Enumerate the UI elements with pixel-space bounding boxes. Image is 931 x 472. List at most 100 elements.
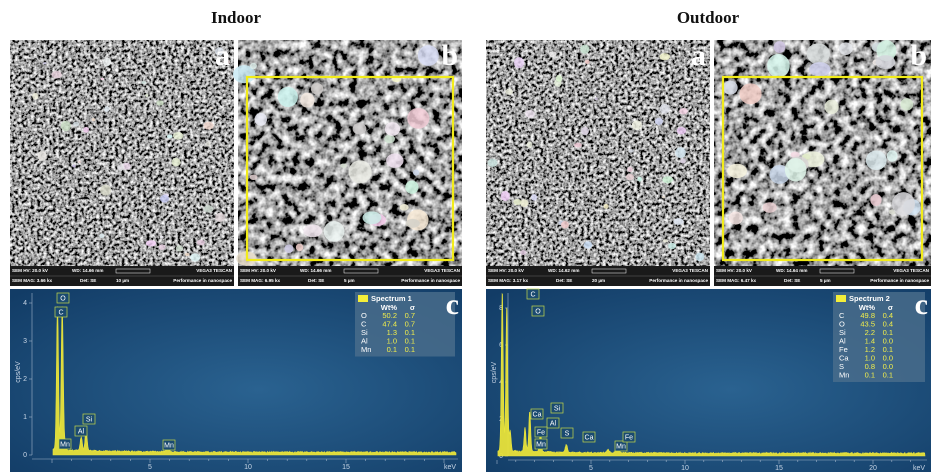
y-tick-label: 0 [23, 452, 27, 459]
particle [160, 195, 169, 203]
info-text: SEM MAG: 3.17 kx [488, 278, 529, 283]
peak-label: Al [550, 420, 557, 427]
particle [767, 54, 790, 78]
particle [585, 60, 590, 64]
info-text: 10 µm [116, 278, 129, 283]
particle [488, 159, 498, 167]
particle [278, 87, 298, 107]
particle [839, 42, 853, 55]
info-text: SEM MAG: 6.95 kx [240, 278, 281, 283]
panel-title: Outdoor [677, 8, 740, 27]
particle [659, 53, 670, 60]
particle [514, 57, 524, 68]
panel-letter: b [910, 39, 927, 72]
particle [206, 141, 211, 146]
particle [78, 161, 81, 163]
info-text: Performance in nanospace [649, 278, 708, 283]
particle [296, 243, 303, 251]
particle [680, 158, 686, 163]
particle [405, 180, 418, 193]
info-text: SEM MAG: 6.47 kx [716, 278, 757, 283]
particle [173, 132, 184, 140]
particle [160, 236, 164, 239]
table-cell: 0.1 [883, 370, 893, 379]
info-text: SEM MAG: 3.66 kx [12, 278, 53, 283]
particle [51, 71, 62, 78]
peak-label: Al [78, 428, 85, 435]
particle [513, 199, 521, 205]
particle [413, 170, 419, 176]
particle [172, 158, 181, 166]
y-tick-label: 4 [23, 300, 27, 307]
peak-label: Si [86, 416, 93, 423]
y-tick-label: 1 [23, 414, 27, 421]
particle [203, 205, 213, 212]
peak-label: Si [554, 405, 561, 412]
particle [185, 253, 190, 256]
particle [632, 120, 642, 130]
panel-letter: a [215, 39, 230, 72]
info-text: Performance in nanospace [401, 278, 460, 283]
particle [527, 142, 533, 148]
info-text: SEM HV: 20.0 kV [240, 268, 277, 273]
particle [556, 75, 563, 82]
particle [100, 78, 104, 80]
peak-label: Mn [164, 442, 174, 449]
particle [520, 250, 526, 255]
legend-swatch [836, 295, 846, 302]
particle [580, 45, 589, 54]
info-text: WD: 14.62 mm [548, 268, 579, 273]
particle [159, 244, 166, 250]
info-text: Det: SE [80, 278, 96, 283]
peak-label: O [535, 308, 541, 315]
particle [349, 160, 372, 183]
particle [525, 110, 534, 118]
table-cell: Mn [839, 370, 849, 379]
particle [255, 113, 267, 126]
x-tick-label: 20 [869, 465, 877, 472]
particle [662, 196, 665, 198]
particle [809, 62, 830, 76]
table-cell: Mn [361, 345, 371, 354]
sem-image: bSEM HV: 20.0 kVWD: 14.64 mmVEGA3 TESCAN… [714, 39, 931, 286]
particle [892, 192, 915, 216]
particle [385, 122, 400, 136]
particle [100, 185, 111, 196]
particle [418, 45, 439, 66]
particle [674, 218, 684, 225]
particle [117, 164, 124, 171]
table-cell: 0.1 [387, 345, 397, 354]
x-tick-label: 5 [148, 464, 152, 471]
particle [807, 43, 830, 64]
particle [386, 154, 403, 168]
particle [763, 202, 777, 212]
particle [103, 58, 111, 66]
particle [141, 81, 146, 84]
peak-label: Ca [533, 411, 542, 418]
y-axis-label: cps/eV [15, 361, 22, 383]
info-text: WD: 14.66 mm [72, 268, 103, 273]
panel-title: Indoor [211, 8, 262, 27]
info-text: VEGA3 TESCAN [893, 268, 929, 273]
particle [197, 240, 205, 246]
particle [629, 149, 634, 153]
particle [695, 252, 704, 261]
x-axis-label: keV [444, 464, 456, 471]
info-text: Performance in nanospace [173, 278, 232, 283]
info-text: VEGA3 TESCAN [424, 268, 460, 273]
particle [250, 63, 257, 69]
y-tick-label: 3 [23, 338, 27, 345]
eds-spectrum: 02468cps/eV5101520keVCOSiCaAlFeSMnCaMnFe… [486, 288, 931, 472]
page: SEM-EDS figure { "indoor": { "title": "I… [0, 0, 931, 472]
panel-letter: c [446, 288, 459, 321]
particle [303, 224, 322, 237]
particle [32, 93, 38, 100]
particle [505, 89, 513, 95]
particle [627, 167, 633, 172]
sem-image: bSEM HV: 20.0 kVWD: 14.66 mmVEGA3 TESCAN… [233, 39, 462, 286]
particle [190, 253, 200, 261]
info-text: WD: 14.66 mm [300, 268, 331, 273]
particle [284, 244, 293, 253]
particle [83, 127, 89, 133]
